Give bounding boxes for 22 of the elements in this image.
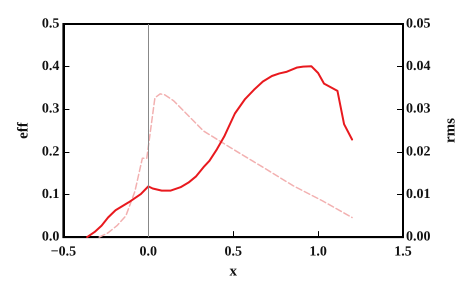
x-tick-label: −0.5 [50, 244, 76, 260]
x-axis-title: x [229, 264, 238, 280]
y-tick-label: 0.0 [42, 230, 60, 245]
x-tick-label: 1.0 [309, 244, 327, 260]
y2-tick-label: 0.00 [406, 230, 430, 245]
line-series [86, 65, 354, 238]
line-series [98, 93, 353, 238]
y2-tick-label: 0.03 [406, 102, 430, 117]
y-tick-label: 0.3 [42, 102, 60, 117]
y2-tick-label: 0.04 [406, 59, 430, 74]
x-tick-label: 0.0 [140, 244, 158, 260]
y2-axis-title: rms [442, 118, 458, 144]
y-tick-label: 0.5 [42, 16, 60, 32]
y2-tick-label: 0.02 [406, 144, 430, 160]
y2-tick-label: 0.05 [406, 16, 430, 32]
x-tick-label: 0.5 [224, 244, 242, 260]
y-tick-label: 0.1 [42, 186, 60, 202]
y-tick-label: 0.4 [42, 59, 60, 74]
y2-tick-label: 0.01 [406, 186, 430, 202]
y-axis-title: eff [16, 121, 32, 139]
x-tick-label: 1.5 [394, 244, 412, 260]
y-tick-label: 0.2 [42, 144, 60, 160]
